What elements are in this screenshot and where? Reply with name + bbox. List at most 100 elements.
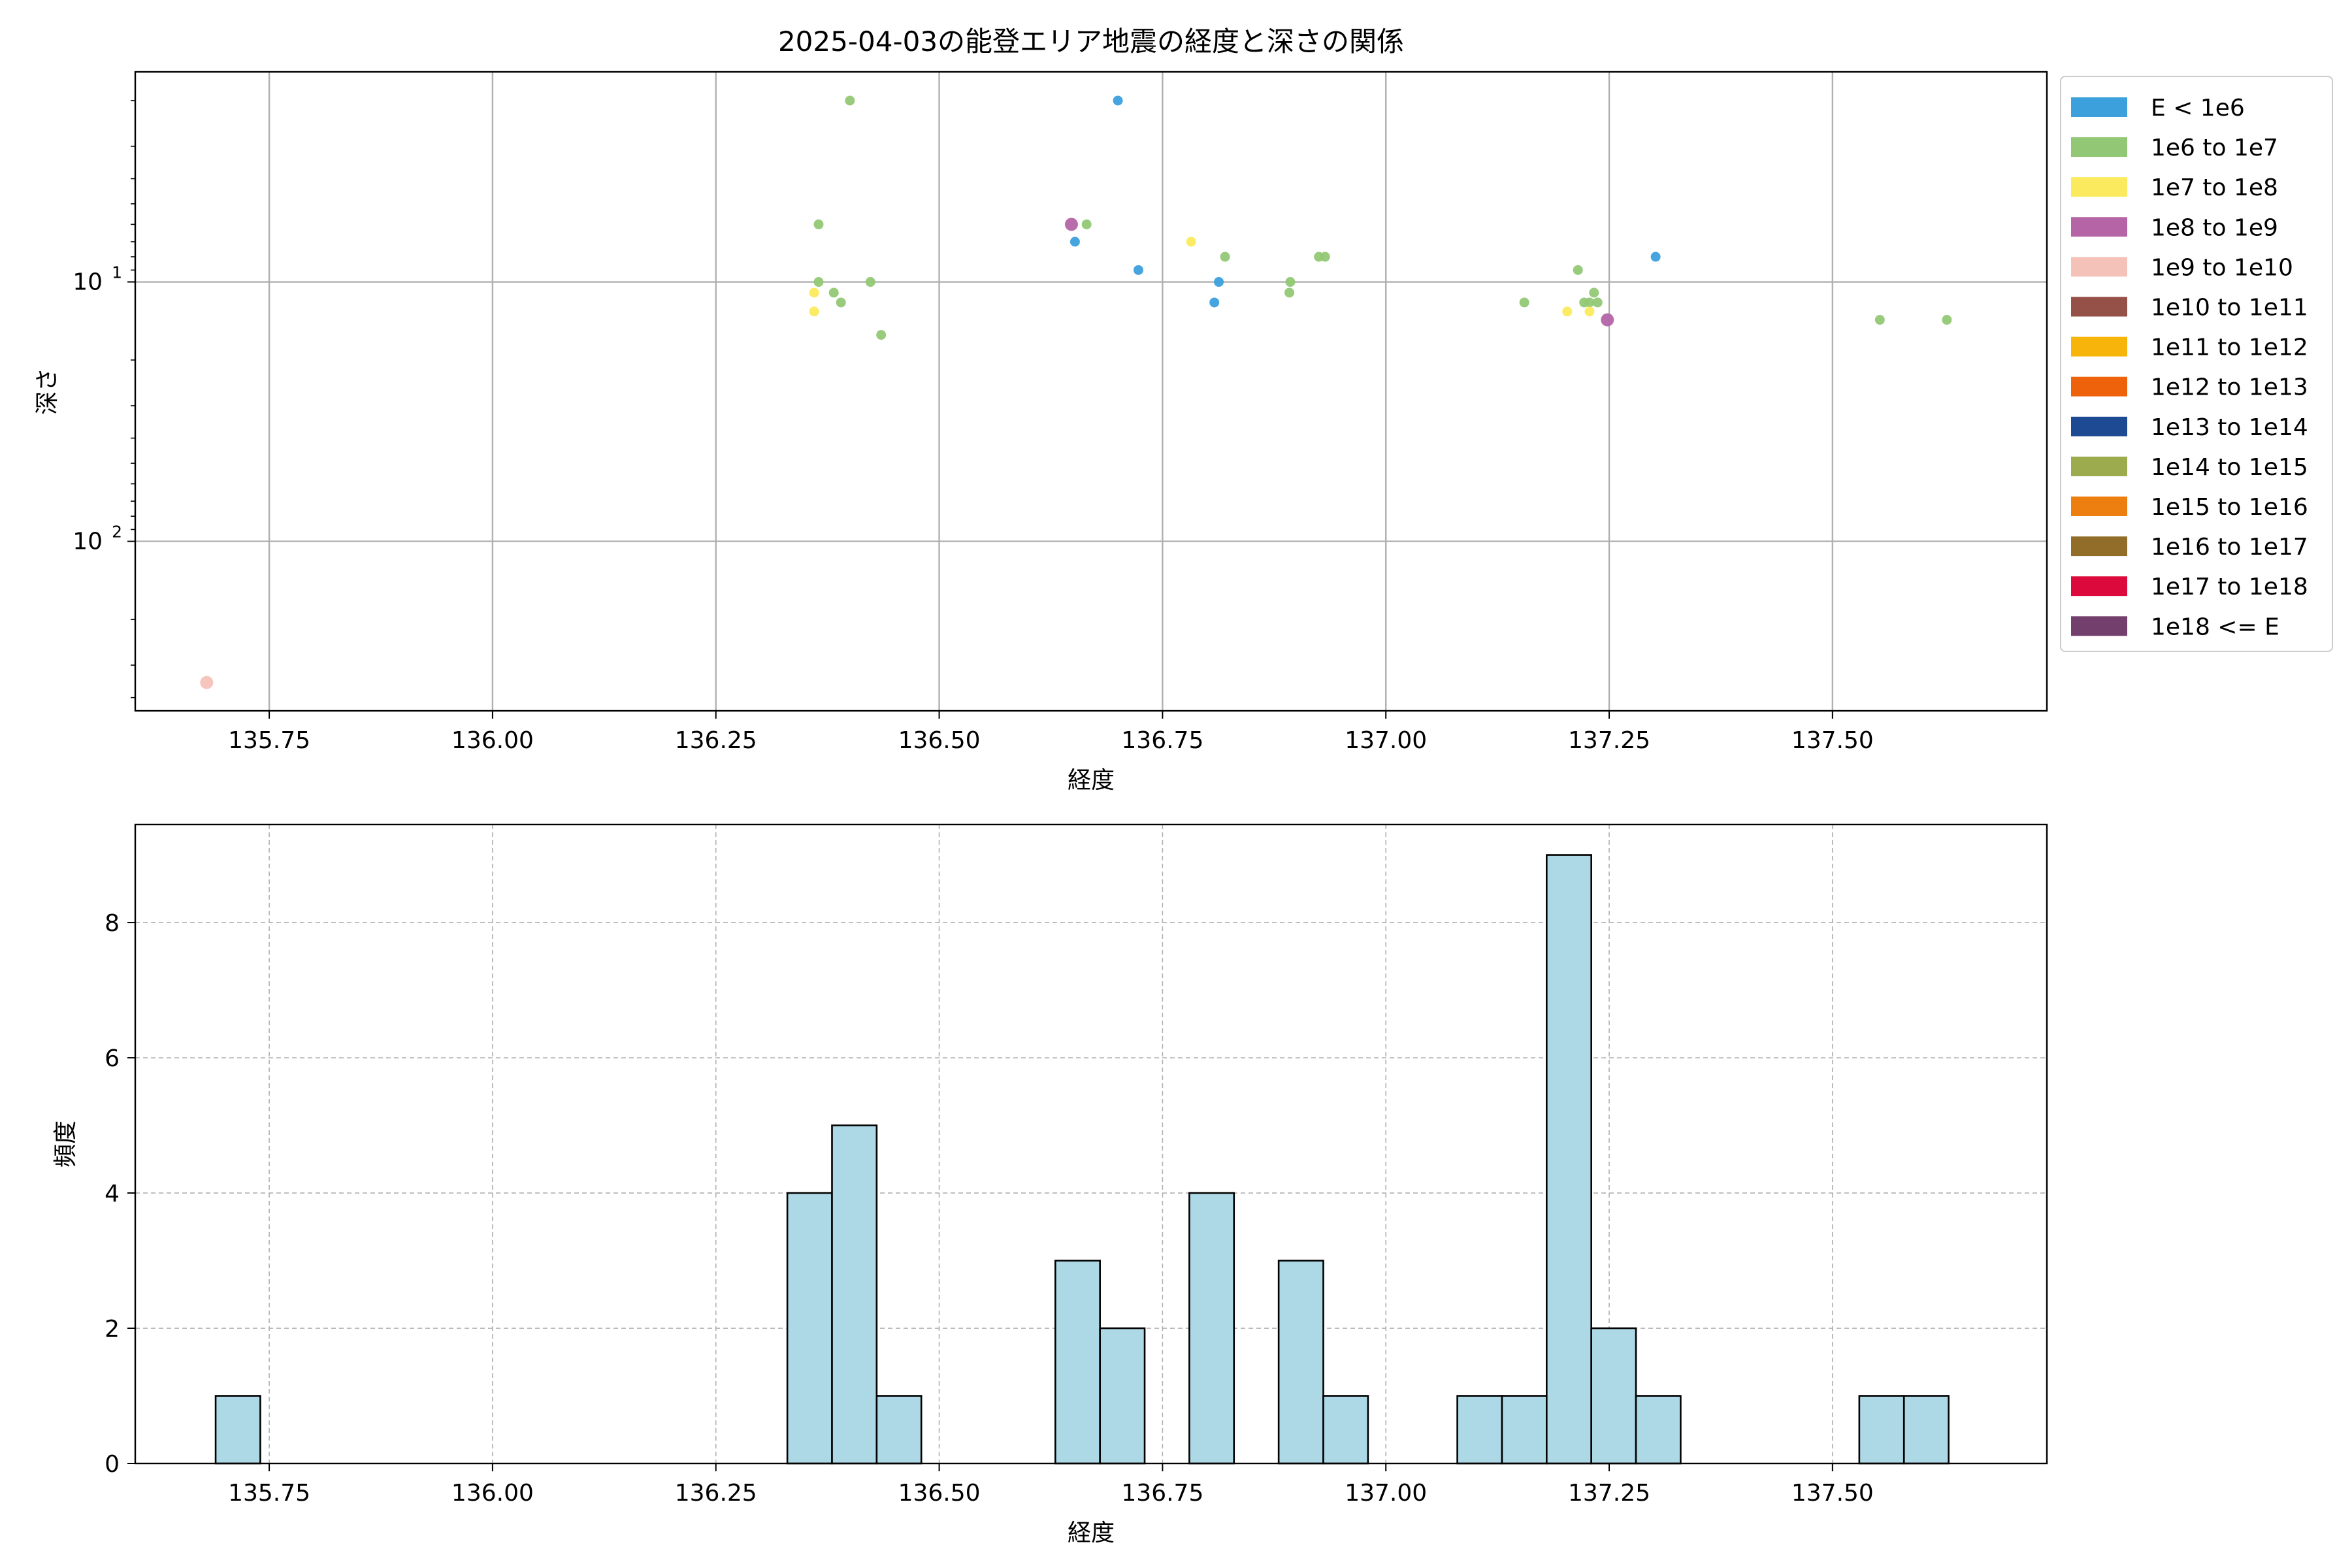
histogram-bar (214, 1395, 261, 1465)
histogram-x-tick-label: 137.25 (1568, 1480, 1650, 1507)
histogram-bars (214, 854, 1950, 1465)
histogram-x-tick-label: 137.00 (1345, 1480, 1427, 1507)
legend-swatch (2071, 217, 2127, 237)
histogram-x-tick-label: 136.00 (451, 1480, 534, 1507)
scatter-point (1562, 306, 1573, 317)
scatter-point (865, 277, 875, 287)
legend-entry-label: 1e14 to 1e15 (2151, 454, 2308, 481)
legend-entry-label: 1e13 to 1e14 (2151, 414, 2308, 441)
legend-entry-label: 1e17 to 1e18 (2151, 574, 2308, 600)
histogram-bar (1546, 854, 1592, 1465)
legend-swatch (2071, 336, 2127, 357)
legend-entry-label: 1e16 to 1e17 (2151, 534, 2308, 561)
legend-entry-label: 1e12 to 1e13 (2151, 374, 2308, 401)
legend-swatch (2071, 97, 2127, 117)
scatter-point (1650, 252, 1661, 262)
histogram-bar (875, 1395, 923, 1465)
legend-swatch (2071, 456, 2127, 476)
scatter-x-axis-label: 経度 (1068, 767, 1115, 794)
histogram-y-tick-label: 2 (105, 1316, 120, 1343)
histogram-y-tick-label: 6 (105, 1045, 120, 1072)
scatter-point (200, 676, 214, 689)
histogram-bar (1188, 1192, 1235, 1465)
scatter-point (1070, 237, 1080, 247)
legend-entry-label: 1e10 to 1e11 (2151, 295, 2308, 321)
scatter-point (845, 95, 855, 106)
scatter-point (1584, 297, 1595, 308)
histogram-bar (1501, 1395, 1548, 1465)
histogram-bar (1277, 1260, 1324, 1465)
histogram-bar (1322, 1395, 1369, 1465)
histogram-bar (786, 1192, 833, 1465)
scatter-plot-frame (134, 71, 2048, 712)
scatter-point (828, 287, 839, 298)
scatter-point (1584, 306, 1595, 317)
scatter-point (813, 219, 824, 229)
histogram-bar (1456, 1395, 1503, 1465)
scatter-point (1284, 287, 1295, 298)
histogram-x-tick-label: 137.50 (1791, 1480, 1874, 1507)
scatter-x-tick-label: 137.50 (1791, 727, 1874, 754)
histogram-bar (1054, 1260, 1101, 1465)
scatter-y-tick-exponent: 1 (112, 263, 122, 282)
legend-entry-label: 1e11 to 1e12 (2151, 335, 2308, 361)
scatter-point (1874, 315, 1885, 325)
scatter-point (813, 277, 824, 287)
histogram-y-tick-label: 4 (105, 1181, 120, 1207)
scatter-y-tick-label: 10 (73, 529, 103, 555)
scatter-point (1081, 219, 1092, 229)
scatter-grid (135, 72, 2047, 711)
scatter-x-tick-label: 137.25 (1568, 727, 1650, 754)
histogram-bar (1858, 1395, 1905, 1465)
scatter-x-tick-label: 135.75 (228, 727, 310, 754)
scatter-y-axis-label: 深さ (34, 368, 61, 415)
scatter-x-tick-label: 136.50 (898, 727, 981, 754)
legend-entry-label: 1e6 to 1e7 (2151, 135, 2278, 161)
histogram-x-axis-label: 経度 (1068, 1520, 1115, 1546)
scatter-x-tick-label: 136.75 (1121, 727, 1203, 754)
histogram-x-tick-label: 135.75 (228, 1480, 310, 1507)
scatter-x-tick-label: 136.00 (451, 727, 534, 754)
legend-swatch (2071, 497, 2127, 516)
legend-swatch (2071, 376, 2127, 397)
scatter-point (1320, 252, 1330, 262)
scatter-point (1133, 265, 1143, 275)
scatter-y-axis: 10 1 10 2 (73, 100, 135, 698)
legend-frame (2060, 76, 2333, 652)
histogram-x-tick-label: 136.25 (675, 1480, 757, 1507)
legend-swatch (2071, 177, 2127, 197)
chart-title: 2025-04-03の能登エリア地震の経度と深さの関係 (778, 25, 1404, 57)
scatter-point (1592, 297, 1603, 308)
legend-swatch (2071, 416, 2127, 436)
histogram-bar (1099, 1327, 1146, 1465)
histogram-x-axis: 135.75 136.00 136.25 136.50 136.75 137.00 137.… (228, 1463, 1874, 1507)
legend-entry-label: E < 1e6 (2151, 95, 2245, 122)
histogram-bar (1635, 1395, 1682, 1465)
histogram-bar (1590, 1327, 1637, 1465)
histogram-y-tick-label: 0 (105, 1451, 120, 1478)
scatter-point (809, 287, 819, 298)
legend-entry-label: 1e8 to 1e9 (2151, 214, 2278, 241)
legend-entry-label: 1e7 to 1e8 (2151, 174, 2278, 201)
legend-entry-label: 1e9 to 1e10 (2151, 254, 2293, 281)
scatter-points (200, 95, 1952, 689)
scatter-point (1113, 95, 1123, 106)
legend-swatch (2071, 297, 2127, 317)
scatter-y-tick-exponent: 2 (112, 523, 122, 542)
histogram-x-tick-label: 136.75 (1121, 1480, 1203, 1507)
scatter-point (809, 306, 819, 317)
histogram-panel: 135.75 136.00 136.25 136.50 136.75 137.00 137.… (52, 823, 2048, 1546)
scatter-point (876, 330, 887, 340)
scatter-point (836, 297, 846, 308)
legend-swatch (2071, 257, 2127, 277)
legend-entry-label: 1e18 <= E (2151, 613, 2279, 640)
scatter-panel: 135.75 136.00 136.25 136.50 136.75 137.00 137.… (34, 71, 2333, 794)
scatter-point (1573, 265, 1583, 275)
legend: E < 1e6 1e6 to 1e7 1e7 to 1e8 1e8 to 1e9 1e9… (2060, 76, 2333, 652)
scatter-x-axis: 135.75 136.00 136.25 136.50 136.75 137.00 137.… (228, 711, 1874, 754)
legend-swatch (2071, 137, 2127, 157)
scatter-y-tick-label: 10 (73, 269, 103, 296)
histogram-y-tick-label: 8 (105, 910, 120, 937)
scatter-point (1186, 237, 1196, 247)
